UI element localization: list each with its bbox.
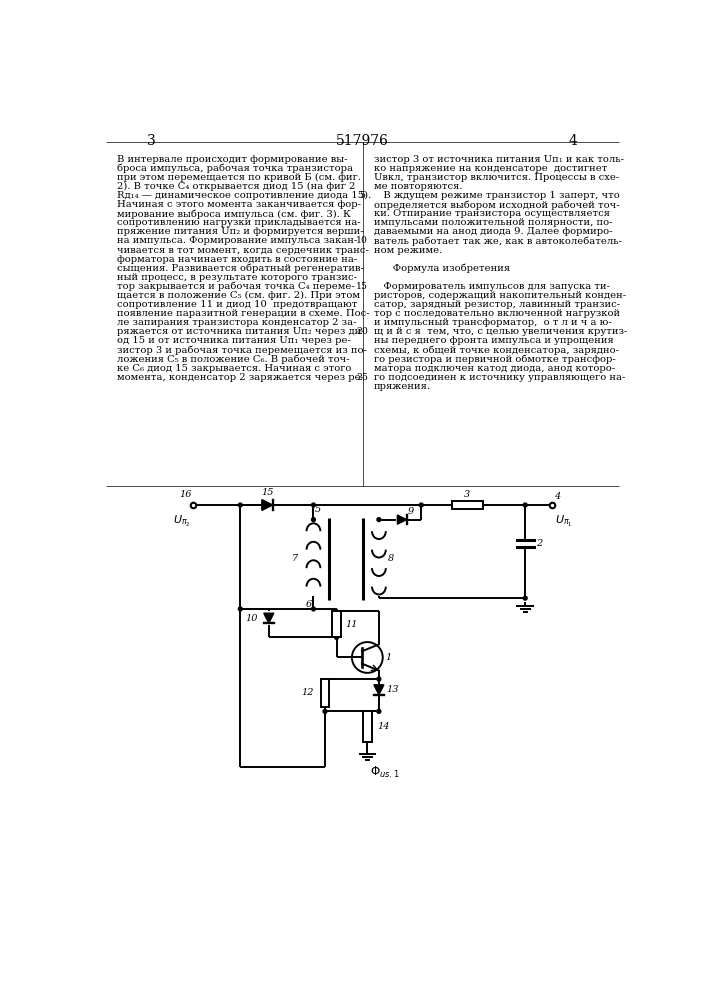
Circle shape — [377, 677, 381, 681]
Text: 10: 10 — [245, 614, 258, 623]
Polygon shape — [262, 500, 273, 510]
Text: 16: 16 — [180, 490, 192, 499]
Bar — [363, 711, 372, 742]
Text: момента, конденсатор 2 заряжается через ре-: момента, конденсатор 2 заряжается через … — [117, 373, 364, 382]
Text: ристоров, содержащий накопительный конден-: ристоров, содержащий накопительный конде… — [373, 291, 626, 300]
Text: зистор 3 от источника питания Uп₁ и как толь-: зистор 3 от источника питания Uп₁ и как … — [373, 155, 624, 164]
Text: В интервале происходит формирование вы-: В интервале происходит формирование вы- — [117, 155, 348, 164]
Text: 15: 15 — [261, 488, 274, 497]
Text: ки. Отпирание транзистора осуществляется: ки. Отпирание транзистора осуществляется — [373, 209, 609, 218]
Text: ватель работает так же, как в автоколебатель-: ватель работает так же, как в автоколеба… — [373, 236, 621, 246]
Polygon shape — [397, 515, 407, 524]
Text: 2). В точке С₄ открывается диод 15 (на фиг 2: 2). В точке С₄ открывается диод 15 (на ф… — [117, 182, 356, 191]
Polygon shape — [264, 613, 274, 623]
Circle shape — [312, 503, 315, 507]
Circle shape — [523, 596, 527, 600]
Text: Формула изобретения: Формула изобретения — [373, 264, 510, 273]
Text: ложения C₅ в положение C₆. В рабочей точ-: ложения C₅ в положение C₆. В рабочей точ… — [117, 355, 350, 364]
Text: 15: 15 — [356, 282, 368, 291]
Text: 20: 20 — [356, 327, 368, 336]
Text: Rд₁₄ — динамическое сопротивление диода 15).: Rд₁₄ — динамическое сопротивление диода … — [117, 191, 371, 200]
Text: 4: 4 — [568, 134, 578, 148]
Text: Uвкл, транзистор включится. Процессы в схе-: Uвкл, транзистор включится. Процессы в с… — [373, 173, 619, 182]
Circle shape — [312, 518, 315, 522]
Text: 4: 4 — [554, 492, 561, 501]
Text: ме повторяются.: ме повторяются. — [373, 182, 462, 191]
Text: 14: 14 — [378, 722, 390, 731]
Text: Формирователь импульсов для запуска ти-: Формирователь импульсов для запуска ти- — [373, 282, 609, 291]
Text: 5: 5 — [315, 505, 321, 514]
Text: ный процесс, в результате которого транзис-: ный процесс, в результате которого транз… — [117, 273, 357, 282]
Text: зистор 3 и рабочая точка перемещается из по-: зистор 3 и рабочая точка перемещается из… — [117, 345, 367, 355]
Text: матора подключен катод диода, анод которо-: матора подключен катод диода, анод котор… — [373, 364, 614, 373]
Text: пряжения.: пряжения. — [373, 382, 431, 391]
Text: схемы, к общей точке конденсатора, зарядно-: схемы, к общей точке конденсатора, заряд… — [373, 345, 619, 355]
Text: 12: 12 — [302, 688, 314, 697]
Text: 5: 5 — [359, 191, 365, 200]
Text: ле запирания транзистора конденсатор 2 за-: ле запирания транзистора конденсатор 2 з… — [117, 318, 356, 327]
Text: сопротивлению нагрузки прикладывается на-: сопротивлению нагрузки прикладывается на… — [117, 218, 361, 227]
Text: $U_{\pi_2}$: $U_{\pi_2}$ — [173, 514, 190, 529]
Text: пряжение питания Uп₂ и формируется верши-: пряжение питания Uп₂ и формируется верши… — [117, 227, 363, 236]
Text: ке C₆ диод 15 закрывается. Начиная с этого: ке C₆ диод 15 закрывается. Начиная с это… — [117, 364, 351, 373]
Text: 8: 8 — [388, 554, 395, 563]
Text: 3: 3 — [464, 490, 471, 499]
Text: появление паразитной генерации в схеме. Пос-: появление паразитной генерации в схеме. … — [117, 309, 370, 318]
Circle shape — [312, 607, 315, 611]
Text: броса импульса, рабочая точка транзистора: броса импульса, рабочая точка транзистор… — [117, 164, 353, 173]
Text: тор с последовательно включенной нагрузкой: тор с последовательно включенной нагрузк… — [373, 309, 619, 318]
Text: $\Phi_{us.1}$: $\Phi_{us.1}$ — [370, 765, 399, 780]
Text: сопротивление 11 и диод 10  предотвращают: сопротивление 11 и диод 10 предотвращают — [117, 300, 358, 309]
Circle shape — [238, 607, 243, 611]
Text: го подсоединен к источнику управляющего на-: го подсоединен к источнику управляющего … — [373, 373, 625, 382]
Circle shape — [334, 636, 339, 639]
Text: определяется выбором исходной рабочей точ-: определяется выбором исходной рабочей то… — [373, 200, 619, 210]
Text: В ждущем режиме транзистор 1 заперт, что: В ждущем режиме транзистор 1 заперт, что — [373, 191, 619, 200]
Text: го резистора и первичной обмотке трансфор-: го резистора и первичной обмотке трансфо… — [373, 355, 615, 364]
Text: 11: 11 — [346, 620, 358, 629]
Text: 13: 13 — [387, 685, 399, 694]
Circle shape — [377, 518, 381, 522]
Circle shape — [377, 709, 381, 713]
Text: 517976: 517976 — [336, 134, 388, 148]
Text: чивается в тот момент, когда сердечник транс-: чивается в тот момент, когда сердечник т… — [117, 246, 369, 255]
Text: ряжается от источника питания Uп₂ через ди-: ряжается от источника питания Uп₂ через … — [117, 327, 365, 336]
Text: форматора начинает входить в состояние на-: форматора начинает входить в состояние н… — [117, 255, 357, 264]
Text: Начиная с этого момента заканчивается фор-: Начиная с этого момента заканчивается фо… — [117, 200, 361, 209]
Text: ко напряжение на конденсаторе  достигнет: ко напряжение на конденсаторе достигнет — [373, 164, 607, 173]
Text: на импульса. Формирование импульса закан-: на импульса. Формирование импульса закан… — [117, 236, 358, 245]
Bar — [332, 611, 341, 637]
Text: щ и й с я  тем, что, с целью увеличения крутиз-: щ и й с я тем, что, с целью увеличения к… — [373, 327, 627, 336]
Text: 10: 10 — [356, 236, 368, 245]
Text: при этом перемещается по кривой Б (см. фиг.: при этом перемещается по кривой Б (см. ф… — [117, 173, 361, 182]
Text: 1: 1 — [385, 653, 391, 662]
Text: сатор, зарядный резистор, лавинный транзис-: сатор, зарядный резистор, лавинный транз… — [373, 300, 619, 309]
Text: од 15 и от источника питания Uп₁ через ре-: од 15 и от источника питания Uп₁ через р… — [117, 336, 351, 345]
Text: $U_{\pi_1}$: $U_{\pi_1}$ — [555, 514, 573, 529]
Text: 6: 6 — [305, 600, 312, 609]
Circle shape — [238, 503, 243, 507]
Polygon shape — [374, 685, 384, 695]
Bar — [321, 679, 329, 707]
Text: и импульсный трансформатор,  о т л и ч а ю-: и импульсный трансформатор, о т л и ч а … — [373, 318, 612, 327]
Text: ном режиме.: ном режиме. — [373, 246, 442, 255]
Text: импульсами положительной полярности, по-: импульсами положительной полярности, по- — [373, 218, 612, 227]
Text: 2: 2 — [536, 539, 542, 548]
Text: сыщения. Развивается обратный регенератив-: сыщения. Развивается обратный регенерати… — [117, 264, 364, 273]
Bar — [452, 501, 483, 509]
Text: 7: 7 — [292, 554, 298, 563]
Circle shape — [323, 709, 327, 713]
Text: 3: 3 — [147, 134, 156, 148]
Text: тор закрывается и рабочая точка C₄ переме-: тор закрывается и рабочая точка C₄ перем… — [117, 282, 355, 291]
Text: 25: 25 — [356, 373, 368, 382]
Text: даваемыми на анод диода 9. Далее формиро-: даваемыми на анод диода 9. Далее формиро… — [373, 227, 612, 236]
Text: щается в положение C₅ (см. фиг. 2). При этом: щается в положение C₅ (см. фиг. 2). При … — [117, 291, 360, 300]
Text: мирование выброса импульса (см. фиг. 3). К: мирование выброса импульса (см. фиг. 3).… — [117, 209, 351, 219]
Text: ны переднего фронта импульса и упрощения: ны переднего фронта импульса и упрощения — [373, 336, 613, 345]
Text: 9: 9 — [408, 507, 414, 516]
Circle shape — [523, 503, 527, 507]
Circle shape — [419, 503, 423, 507]
